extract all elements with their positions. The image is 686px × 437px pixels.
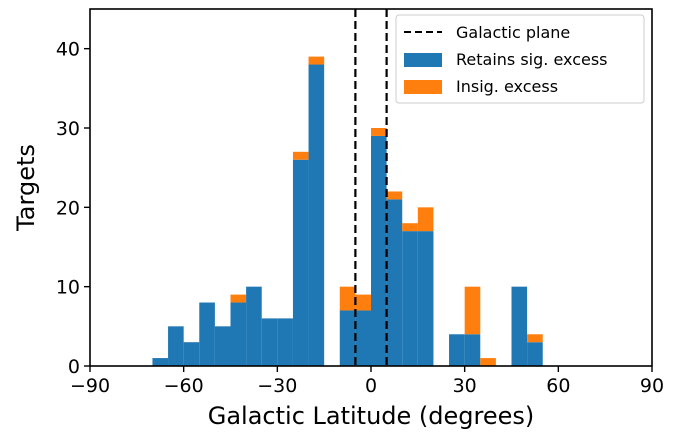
bar-retains-0 xyxy=(371,135,387,366)
x-axis-label: Galactic Latitude (degrees) xyxy=(208,402,535,430)
bar-retains--30 xyxy=(277,318,293,366)
bar-retains-10 xyxy=(402,231,418,366)
y-tick-label: 20 xyxy=(56,197,80,219)
legend-label-retains: Retains sig. excess xyxy=(456,50,608,69)
bar-retains-30 xyxy=(464,334,481,366)
bar-insig-15 xyxy=(417,207,434,232)
bar-insig--10 xyxy=(339,286,356,311)
x-tick-label: 30 xyxy=(453,375,477,397)
bar-retains-45 xyxy=(511,286,528,366)
bar-insig-0 xyxy=(371,128,387,136)
bar-insig--5 xyxy=(355,294,371,311)
y-tick-label: 10 xyxy=(56,277,80,299)
y-tick-label: 30 xyxy=(56,118,80,140)
bar-retains-5 xyxy=(386,199,403,366)
bars-layer xyxy=(152,56,543,367)
y-axis-ticks: 0 10 20 30 40 xyxy=(56,39,90,378)
bar-retains--20 xyxy=(308,64,325,367)
bar-retains--70 xyxy=(152,358,169,366)
bar-retains--65 xyxy=(168,326,184,366)
x-tick-label: −90 xyxy=(70,375,110,397)
legend-label-galactic-plane: Galactic plane xyxy=(456,23,570,42)
bar-insig--20 xyxy=(308,56,325,65)
y-tick-label: 40 xyxy=(56,39,80,61)
x-tick-label: 0 xyxy=(365,375,377,397)
bar-retains--55 xyxy=(199,302,215,366)
bar-retains--35 xyxy=(261,318,278,366)
x-tick-label: −60 xyxy=(164,375,204,397)
bar-retains-15 xyxy=(417,231,434,366)
x-tick-label: 90 xyxy=(640,375,664,397)
y-tick-label: 0 xyxy=(68,356,80,378)
x-axis-ticks: −90 −60 −30 0 30 60 90 xyxy=(70,366,664,397)
x-tick-label: 60 xyxy=(546,375,570,397)
bar-retains--60 xyxy=(183,342,200,366)
legend-box xyxy=(395,14,645,104)
bar-retains--40 xyxy=(246,286,262,366)
bar-insig-35 xyxy=(480,358,496,366)
legend: Galactic plane Retains sig. excess Insig… xyxy=(395,14,645,104)
bar-insig-5 xyxy=(386,191,403,200)
bar-retains-50 xyxy=(527,342,543,366)
bar-retains--50 xyxy=(214,326,231,366)
bar-retains--10 xyxy=(339,310,356,366)
legend-swatch-retains xyxy=(404,53,442,67)
bar-retains--25 xyxy=(292,159,309,366)
bar-insig-10 xyxy=(402,223,418,232)
bar-insig--25 xyxy=(292,151,309,160)
legend-swatch-insig xyxy=(404,80,442,94)
bar-insig--45 xyxy=(230,294,247,303)
bar-retains--45 xyxy=(230,302,247,366)
bar-insig-30 xyxy=(464,286,481,335)
bar-retains-25 xyxy=(449,334,465,366)
x-tick-label: −30 xyxy=(257,375,297,397)
bar-retains--5 xyxy=(355,310,371,366)
legend-label-insig: Insig. excess xyxy=(456,77,558,96)
y-axis-label: Targets xyxy=(12,144,40,232)
bar-insig-50 xyxy=(527,334,543,343)
